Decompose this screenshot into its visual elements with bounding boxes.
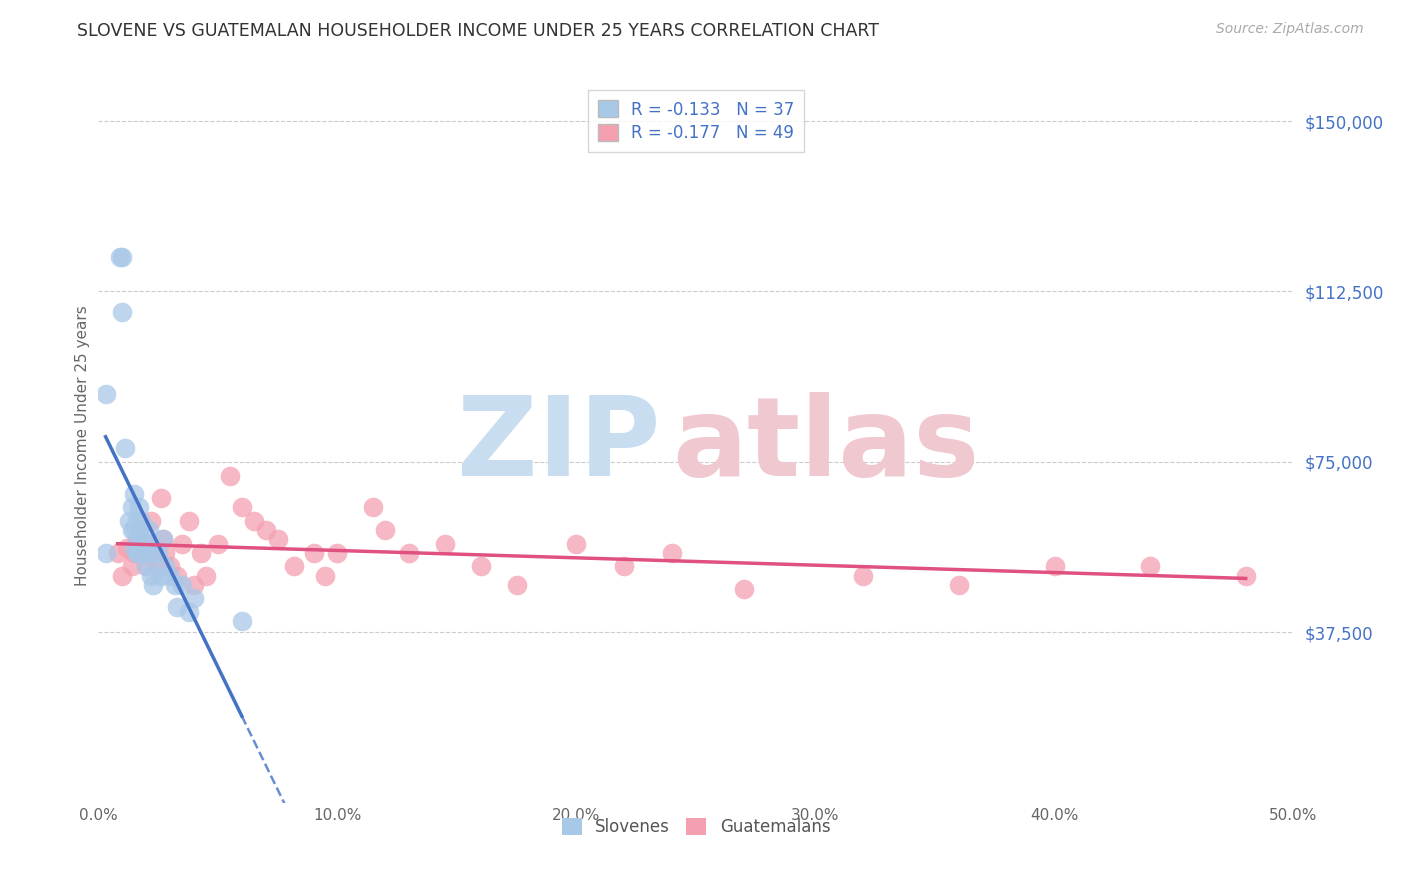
Point [207,537,229,551]
Point [118,514,141,528]
Point [135,559,157,574]
Point [172,537,194,551]
Point [179,514,201,528]
Point [374,523,396,537]
Text: atlas: atlas [672,392,980,500]
Point [613,559,636,574]
Point [121,559,143,574]
Point [231,500,253,515]
Point [108,251,131,265]
Point [506,577,529,591]
Point [398,546,420,560]
Point [166,568,188,582]
Point [163,577,186,591]
Point [152,532,174,546]
Point [124,541,146,556]
Point [131,537,153,551]
Point [152,532,174,546]
Point [139,514,162,528]
Point [155,546,177,560]
Point [155,559,177,574]
Point [128,546,150,560]
Point [1234,568,1257,582]
Point [125,514,148,528]
Point [948,577,970,591]
Point [470,559,492,574]
Point [159,568,181,582]
Y-axis label: Householder Income Under 25 years: Householder Income Under 25 years [75,306,90,586]
Point [139,568,162,582]
Point [326,546,349,560]
Point [267,532,290,546]
Point [852,568,875,582]
Text: SLOVENE VS GUATEMALAN HOUSEHOLDER INCOME UNDER 25 YEARS CORRELATION CHART: SLOVENE VS GUATEMALAN HOUSEHOLDER INCOME… [77,22,879,40]
Point [111,568,134,582]
Point [733,582,755,597]
Point [94,546,117,560]
Point [142,541,165,556]
Point [114,442,136,456]
Point [121,500,143,515]
Point [149,491,172,506]
Point [132,546,155,560]
Point [111,251,134,265]
Point [283,559,305,574]
Point [363,500,385,515]
Point [183,591,205,606]
Point [148,559,170,574]
Point [131,514,153,528]
Point [149,568,172,582]
Point [132,546,155,560]
Point [135,537,157,551]
Point [111,305,134,319]
Point [315,568,337,582]
Point [243,514,266,528]
Point [124,546,146,560]
Point [159,559,181,574]
Point [231,614,253,628]
Point [115,541,138,556]
Point [125,546,148,560]
Point [183,577,205,591]
Point [172,577,194,591]
Point [138,537,160,551]
Point [302,546,325,560]
Point [124,487,146,501]
Point [661,546,683,560]
Point [166,600,188,615]
Point [124,523,146,537]
Legend: Slovenes, Guatemalans: Slovenes, Guatemalans [553,810,839,845]
Point [135,559,157,574]
Point [142,577,165,591]
Point [107,546,129,560]
Point [121,523,143,537]
Point [125,532,148,546]
Point [148,546,170,560]
Point [219,468,242,483]
Point [138,523,160,537]
Point [434,537,457,551]
Point [179,605,201,619]
Point [195,568,218,582]
Point [254,523,277,537]
Point [128,523,150,537]
Point [139,546,162,560]
Point [128,500,150,515]
Point [1139,559,1161,574]
Point [1043,559,1066,574]
Point [131,532,153,546]
Point [565,537,588,551]
Point [128,523,150,537]
Point [190,546,212,560]
Text: Source: ZipAtlas.com: Source: ZipAtlas.com [1216,22,1364,37]
Point [94,386,117,401]
Text: ZIP: ZIP [457,392,661,500]
